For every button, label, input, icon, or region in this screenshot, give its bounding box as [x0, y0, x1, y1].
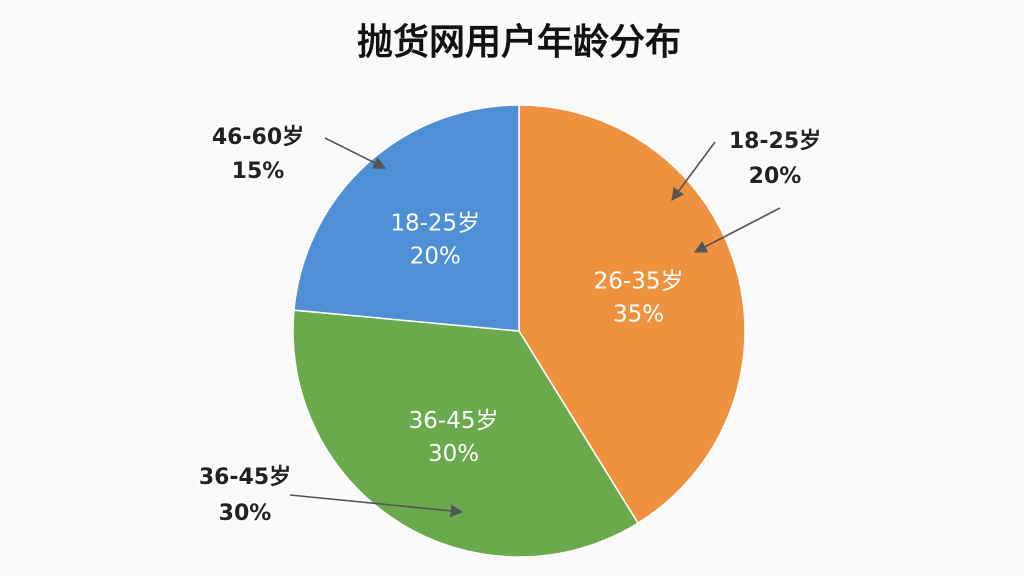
arrow: [289, 494, 464, 518]
arrow: [671, 141, 716, 202]
callout-label: 18-25岁: [729, 128, 821, 154]
arrow: [693, 207, 781, 253]
callout-value: 30%: [219, 501, 272, 526]
callout-value: 15%: [232, 159, 285, 184]
callout-label: 46-60岁: [212, 124, 304, 150]
slice-value-label: 35%: [613, 301, 664, 327]
slice-label: 26-35岁: [594, 268, 684, 294]
slice-value-label: 20%: [410, 244, 461, 270]
callout-value: 20%: [749, 164, 802, 189]
callouts: 46-60岁 15% 18-25岁 20% 36-45岁 30%: [197, 122, 823, 528]
pie-slice: [293, 104, 520, 332]
chart-title: 抛货网用户年龄分布: [357, 22, 681, 63]
pie-slice: [518, 104, 746, 525]
pie: 26-35岁 35% 36-45岁 30% 18-25岁 20%: [292, 104, 746, 558]
slice-value-label: 30%: [428, 441, 479, 467]
pie-slice: [292, 309, 640, 558]
callout-label: 36-45岁: [199, 464, 291, 490]
arrow: [324, 137, 387, 169]
slice-label: 18-25岁: [390, 211, 480, 237]
slice-label: 36-45岁: [409, 408, 499, 434]
